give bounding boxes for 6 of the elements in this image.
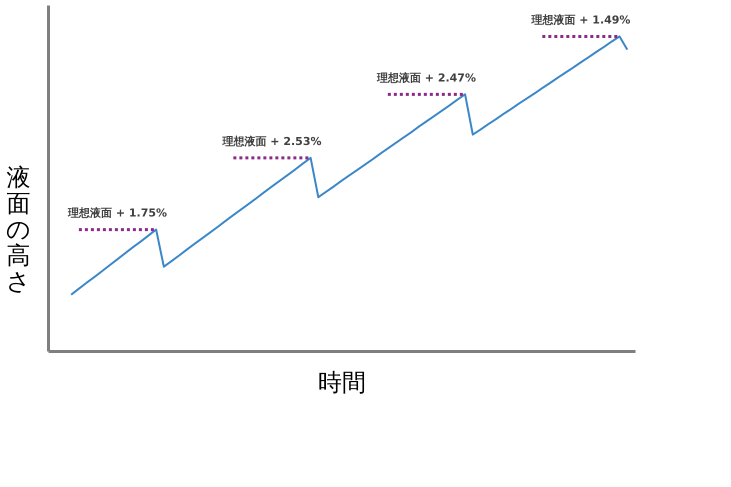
annotation: 理想液面 + 2.47% [376, 71, 476, 84]
y-axis-title: 液面の高さ [6, 164, 31, 296]
annotation: 理想液面 + 2.53% [221, 134, 322, 148]
text: 理想液面 + 1.49% [530, 13, 630, 26]
annotation: 理想液面 + 1.75% [66, 206, 168, 220]
x-axis-title: 時間 [318, 368, 366, 396]
